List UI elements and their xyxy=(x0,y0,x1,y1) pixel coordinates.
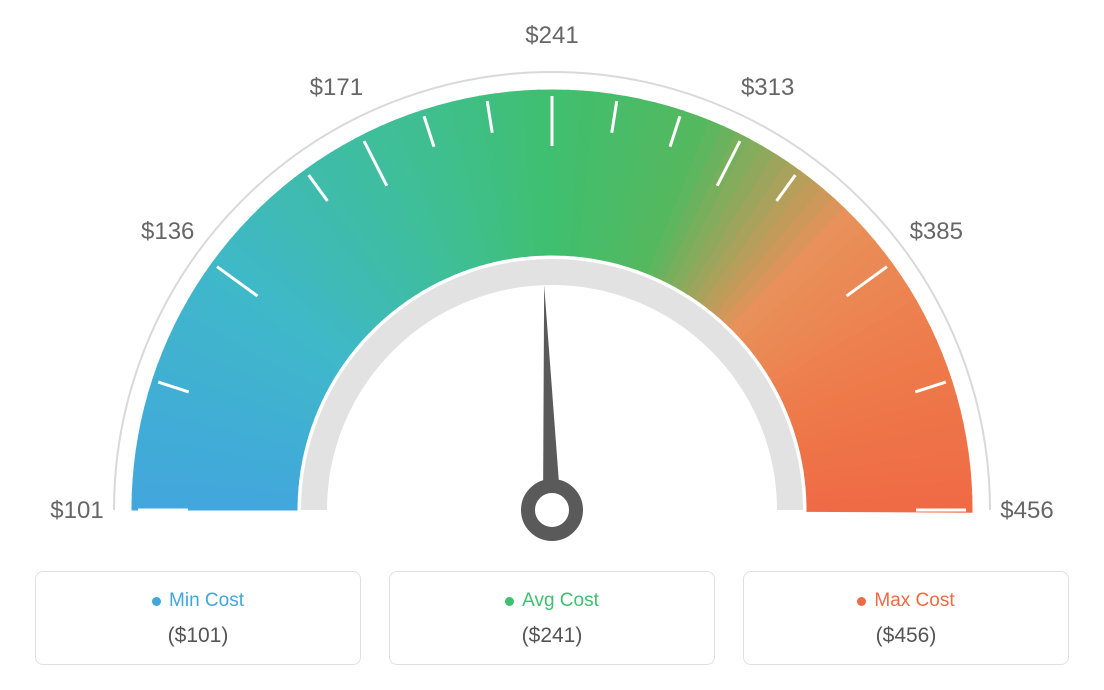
gauge-tick-label: $136 xyxy=(141,218,194,245)
gauge-hub xyxy=(528,486,576,534)
legend-title-avg: Avg Cost xyxy=(505,590,599,612)
legend-value-min: ($101) xyxy=(46,624,350,648)
gauge-tick-label: $385 xyxy=(910,218,963,245)
gauge-tick-label: $241 xyxy=(525,22,578,49)
legend-title-min: Min Cost xyxy=(152,590,244,612)
legend-card-min: Min Cost ($101) xyxy=(35,571,361,665)
legend-title-avg-text: Avg Cost xyxy=(522,590,599,612)
gauge-tick-label: $313 xyxy=(741,74,794,101)
legend-value-max: ($456) xyxy=(754,624,1058,648)
gauge-needle xyxy=(543,285,561,510)
legend-value-avg: ($241) xyxy=(400,624,704,648)
gauge-container: $101 $136 $171 $241 $313 $385 $456 xyxy=(0,0,1104,560)
legend-card-avg: Avg Cost ($241) xyxy=(389,571,715,665)
legend-row: Min Cost ($101) Avg Cost ($241) Max Cost… xyxy=(0,571,1104,665)
legend-title-min-text: Min Cost xyxy=(169,590,244,612)
legend-card-max: Max Cost ($456) xyxy=(743,571,1069,665)
gauge-tick-label: $171 xyxy=(310,74,363,101)
legend-dot-min xyxy=(152,597,161,606)
gauge-svg: $101 $136 $171 $241 $313 $385 $456 xyxy=(0,0,1104,560)
gauge-tick-label: $101 xyxy=(50,497,103,524)
gauge-tick-label: $456 xyxy=(1000,497,1053,524)
legend-title-max: Max Cost xyxy=(857,590,954,612)
legend-dot-max xyxy=(857,597,866,606)
legend-dot-avg xyxy=(505,597,514,606)
legend-title-max-text: Max Cost xyxy=(874,590,954,612)
